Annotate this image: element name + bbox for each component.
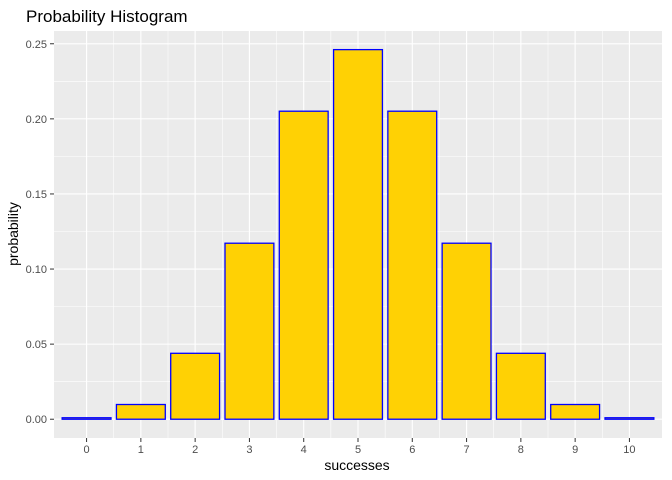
x-tick-label: 8 — [518, 444, 524, 456]
x-tick-label: 3 — [246, 444, 252, 456]
bar-9 — [550, 403, 601, 420]
bar-8 — [495, 352, 546, 420]
x-tick-label: 1 — [138, 444, 144, 456]
bar-7 — [441, 242, 492, 420]
x-axis-title: successes — [324, 457, 389, 473]
y-tick-label: 0.10 — [26, 264, 47, 276]
y-axis-title: probability — [5, 202, 21, 266]
bars — [61, 48, 655, 420]
x-tick-label: 6 — [409, 444, 415, 456]
chart-title: Probability Histogram — [26, 7, 188, 26]
y-tick-label: 0.05 — [26, 339, 47, 351]
y-tick-label: 0.20 — [26, 114, 47, 126]
x-axis-ticks: 0 1 2 3 4 5 6 7 8 9 10 — [84, 438, 636, 456]
bar-4 — [278, 110, 329, 420]
x-tick-label: 7 — [464, 444, 470, 456]
bar-1 — [115, 403, 166, 420]
bar-6 — [387, 110, 438, 420]
bar-0 — [61, 417, 112, 420]
x-tick-label: 9 — [572, 444, 578, 456]
x-tick-label: 4 — [301, 444, 307, 456]
x-tick-label: 2 — [192, 444, 198, 456]
bar-2 — [170, 352, 221, 420]
bar-10 — [604, 417, 655, 420]
y-tick-label: 0.15 — [26, 189, 47, 201]
bar-5 — [332, 48, 384, 420]
y-axis-ticks: 0.00 0.05 0.10 0.15 0.20 0.25 — [26, 39, 54, 426]
x-tick-label: 10 — [623, 444, 635, 456]
x-tick-label: 5 — [355, 444, 361, 456]
y-tick-label: 0.00 — [26, 414, 47, 426]
x-tick-label: 0 — [84, 444, 90, 456]
bar-3 — [224, 242, 275, 420]
y-tick-label: 0.25 — [26, 39, 47, 51]
